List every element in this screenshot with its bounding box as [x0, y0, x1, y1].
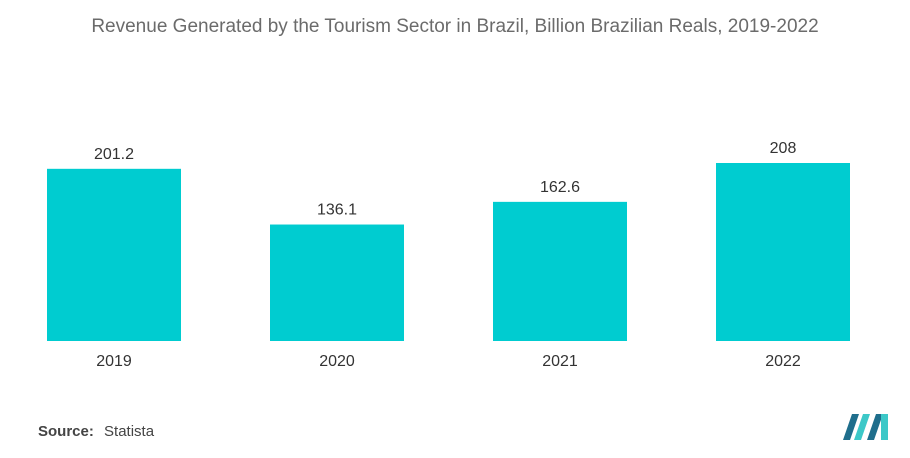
value-label-2022: 208: [770, 140, 797, 157]
logo-bar: [881, 414, 888, 440]
source-note: Source: Statista: [38, 423, 154, 440]
category-label-2019: 2019: [96, 353, 132, 370]
value-label-2020: 136.1: [317, 202, 357, 219]
logo-mid-stroke: [854, 414, 870, 440]
bar-chart: 201.2 2019 136.1 2020 162.6 2021 208 2022: [47, 140, 850, 370]
category-label-2020: 2020: [319, 353, 355, 370]
logo-left-stroke: [843, 414, 859, 440]
mordor-intelligence-logo-icon: [843, 414, 888, 440]
bar-2022: [716, 163, 850, 341]
category-label-2021: 2021: [542, 353, 578, 370]
source-value: Statista: [104, 423, 155, 440]
logo-right-stroke: [867, 414, 883, 440]
source-label: Source:: [38, 423, 94, 440]
bar-2019: [47, 168, 181, 341]
category-label-2022: 2022: [765, 353, 801, 370]
value-label-2021: 162.6: [540, 179, 580, 196]
bar-2020: [270, 224, 404, 341]
bar-2021: [493, 201, 627, 341]
value-label-2019: 201.2: [94, 146, 134, 163]
chart-title: Revenue Generated by the Tourism Sector …: [91, 16, 819, 37]
